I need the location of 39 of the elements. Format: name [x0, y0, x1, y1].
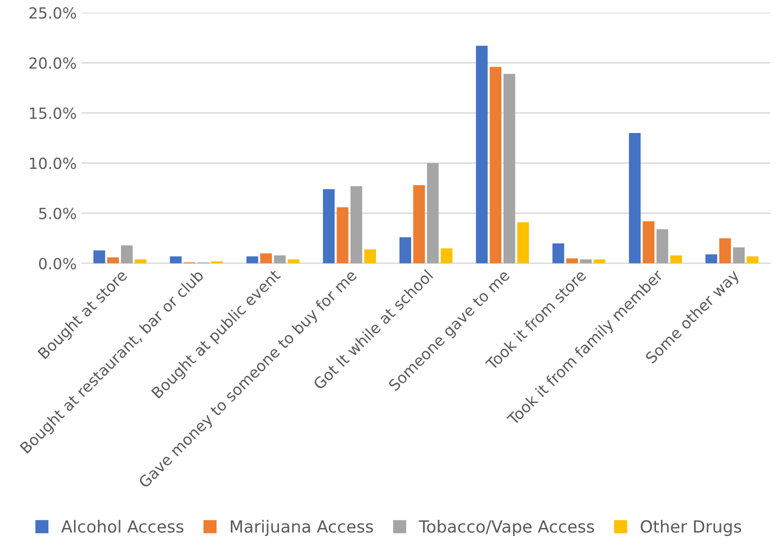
- bar: [440, 248, 452, 264]
- bar: [413, 185, 425, 264]
- bar: [260, 253, 272, 264]
- bar: [490, 66, 502, 264]
- y-tick-label: 20.0%: [29, 57, 76, 69]
- bar: [322, 189, 335, 264]
- legend-label: Other Drugs: [640, 520, 742, 536]
- bar: [733, 247, 745, 264]
- legend-label: Tobacco/Vape Access: [418, 520, 594, 536]
- bar: [399, 237, 412, 264]
- bar: [336, 207, 348, 264]
- bar: [552, 243, 564, 264]
- bar: [120, 245, 133, 264]
- bar: [426, 163, 439, 264]
- bar: [350, 186, 362, 264]
- y-tick-label: 5.0%: [39, 208, 76, 220]
- bar: [656, 229, 668, 264]
- bar: [93, 250, 106, 264]
- bar: [364, 249, 376, 264]
- y-tick-label: 0.0%: [39, 258, 76, 270]
- bar: [642, 221, 654, 264]
- y-tick-label: 15.0%: [30, 107, 76, 119]
- bar: [670, 255, 682, 264]
- bar: [170, 256, 182, 264]
- bar: [476, 46, 488, 264]
- bar: [517, 222, 529, 264]
- bar: [719, 238, 731, 264]
- bar: [566, 258, 578, 264]
- legend-label: Alcohol Access: [61, 520, 184, 533]
- bar: [274, 255, 286, 264]
- y-tick-label: 25.0%: [29, 7, 76, 19]
- bar: [746, 256, 758, 264]
- bar: [705, 254, 718, 264]
- bar: [246, 256, 258, 264]
- bar: [107, 257, 119, 264]
- legend-label: Marijuana Access: [230, 520, 373, 536]
- bar: [503, 74, 516, 264]
- y-tick-label: 10.0%: [30, 158, 76, 170]
- bar: [628, 133, 641, 264]
